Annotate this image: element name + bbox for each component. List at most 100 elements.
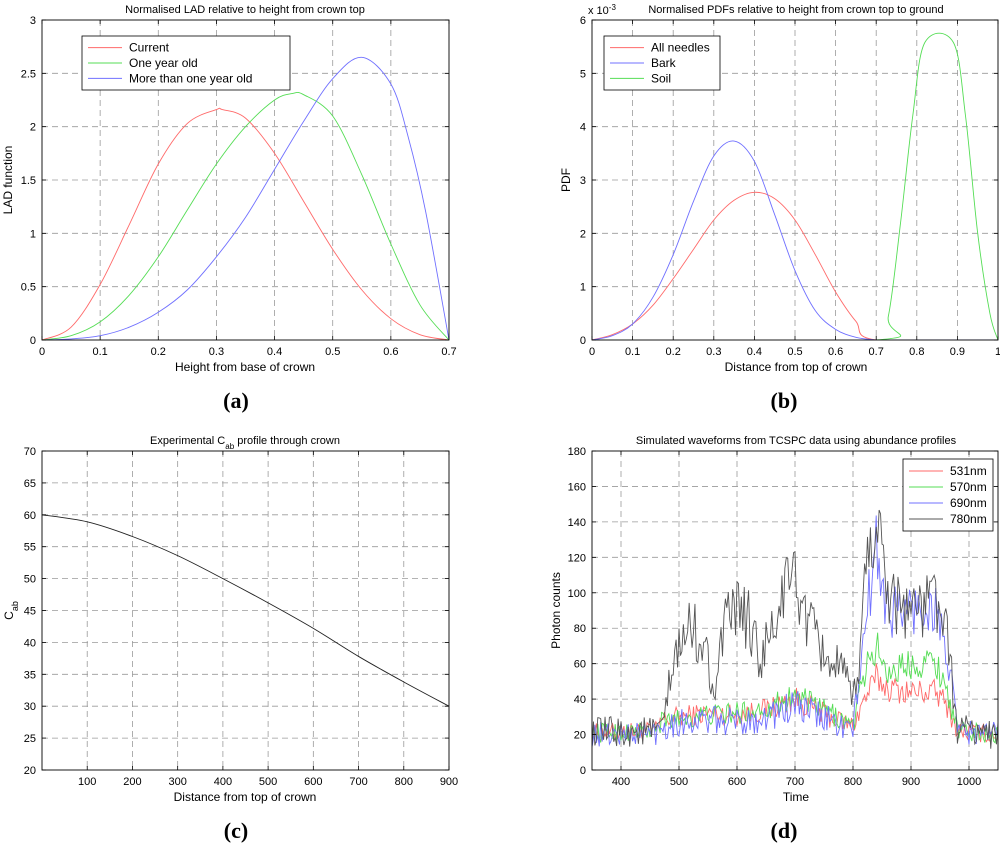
y-tick-label: 70 [24, 446, 36, 458]
y-tick-label: 2.5 [21, 68, 36, 80]
y-tick-label: 4 [580, 122, 586, 134]
chart-a: 0 0.1 0.2 0.3 0.4 0.5 0.6 0.7 0 0.5 1 1.5 2 2.5 3 Norma… [1, 4, 457, 413]
x-tick-label: 0.4 [267, 346, 282, 358]
y-tick-label: 140 [568, 517, 586, 529]
series-line-one-year-old [42, 91, 449, 340]
series-line-531nm [592, 663, 998, 743]
series-line-soil [592, 32, 998, 340]
x-tick-label: 0.7 [869, 346, 884, 358]
y-tick-label: 20 [24, 765, 36, 777]
legend-entry: 780nm [950, 512, 987, 526]
y-tick-label: 5 [580, 68, 586, 80]
y-tick-label: 65 [24, 478, 36, 490]
y-tick-label: 1.5 [21, 175, 36, 187]
legend-entry: Soil [651, 71, 671, 85]
y-exponent-power: -3 [609, 3, 617, 12]
x-tick-label: 0.6 [828, 346, 843, 358]
x-tick-label: 0.4 [747, 346, 762, 358]
series-line-all-needles [592, 191, 998, 340]
series-line-570nm [592, 632, 998, 744]
y-exponent-label: x 10-3 [588, 3, 616, 18]
x-tick-label: 0 [589, 346, 595, 358]
x-tick-label: 0.1 [92, 346, 107, 358]
panel-label: (a) [223, 388, 249, 413]
y-tick-label: 55 [24, 542, 36, 554]
x-tick-label: 0.1 [625, 346, 640, 358]
legend-entry: More than one year old [129, 71, 252, 85]
y-axis-label: LAD function [1, 146, 15, 215]
x-tick-label: 700 [349, 776, 367, 788]
legend-entry: All needles [651, 41, 710, 55]
chart-title: Normalised LAD relative to height from c… [125, 4, 365, 16]
chart-title: Experimental Cab profile through crown [150, 435, 340, 451]
x-tick-label: 0.3 [209, 346, 224, 358]
panel-label: (b) [771, 388, 798, 413]
legend: 531nm 570nm 690nm 780nm [902, 458, 994, 532]
y-axis-label: PDF [559, 168, 573, 192]
legend-entry: 531nm [950, 464, 987, 478]
x-tick-label: 0.8 [909, 346, 924, 358]
y-tick-label: 30 [24, 701, 36, 713]
x-tick-label: 600 [728, 776, 746, 788]
x-axis-label: Time [783, 790, 810, 804]
y-tick-label: 3 [30, 15, 36, 27]
x-tick-label: 0 [39, 346, 45, 358]
y-tick-label: 35 [24, 669, 36, 681]
series-group [592, 32, 998, 340]
x-tick-label: 700 [786, 776, 804, 788]
x-tick-label: 600 [304, 776, 322, 788]
y-tick-label: 50 [24, 574, 36, 586]
x-tick-label: 0.6 [383, 346, 398, 358]
y-axis-label: Photon counts [549, 572, 563, 649]
chart-title: Normalised PDFs relative to height from … [648, 4, 943, 16]
series-line-current [42, 107, 449, 340]
x-tick-label: 0.3 [706, 346, 721, 358]
series-line-more-than-one-year-old [42, 56, 449, 340]
panel-label: (d) [771, 818, 798, 843]
legend-entry: 690nm [950, 496, 987, 510]
x-tick-label: 100 [78, 776, 96, 788]
x-axis-label: Distance from top of crown [725, 360, 868, 374]
y-tick-label: 3 [580, 175, 586, 187]
y-tick-label: 1 [580, 282, 586, 294]
x-tick-label: 1 [995, 346, 1000, 358]
x-tick-label: 900 [902, 776, 920, 788]
title-suffix: profile through crown [234, 435, 340, 447]
legend-entry: Bark [651, 56, 677, 70]
x-tick-label: 800 [395, 776, 413, 788]
y-tick-label: 120 [568, 552, 586, 564]
x-tick-label: 300 [168, 776, 186, 788]
y-tick-label: 45 [24, 606, 36, 618]
series-line-690nm [592, 515, 998, 748]
series-line-bark [592, 140, 998, 340]
chart-d: 400 500 600 700 800 900 1000 0 20 40 60 80 100 120 140… [549, 435, 999, 843]
y-axis-label: Cab [2, 601, 20, 620]
x-tick-label: 500 [259, 776, 277, 788]
y-tick-label: 6 [580, 15, 586, 27]
chart-b: 0 0.1 0.2 0.3 0.4 0.5 0.6 0.7 0.8 0.9 1 0 1 2 3 4 5 6 Norm… [559, 3, 1000, 414]
y-tick-label: 60 [574, 659, 586, 671]
legend-entry: One year old [129, 56, 198, 70]
x-tick-label: 0.2 [666, 346, 681, 358]
y-tick-label: 60 [24, 510, 36, 522]
x-tick-label: 0.9 [950, 346, 965, 358]
chart-title: Simulated waveforms from TCSPC data usin… [636, 435, 957, 447]
title-subscript: ab [225, 442, 234, 451]
y-axis-label-subscript: ab [10, 601, 20, 611]
series-group [42, 514, 449, 707]
x-axis-label: Distance from top of crown [174, 790, 317, 804]
y-tick-label: 40 [574, 694, 586, 706]
y-tick-label: 160 [568, 481, 586, 493]
chart-c: 100 200 300 400 500 600 700 800 900 20 25 30 35 40 45 5… [2, 435, 458, 843]
y-tick-label: 180 [568, 446, 586, 458]
y-tick-label: 1 [30, 228, 36, 240]
y-tick-label: 2 [580, 228, 586, 240]
y-tick-label: 0.5 [21, 282, 36, 294]
x-tick-label: 900 [440, 776, 458, 788]
series-line-780nm [592, 509, 998, 749]
y-tick-label: 40 [24, 637, 36, 649]
x-axis-label: Height from base of crown [175, 360, 315, 374]
x-tick-label: 200 [123, 776, 141, 788]
x-tick-label: 0.2 [151, 346, 166, 358]
